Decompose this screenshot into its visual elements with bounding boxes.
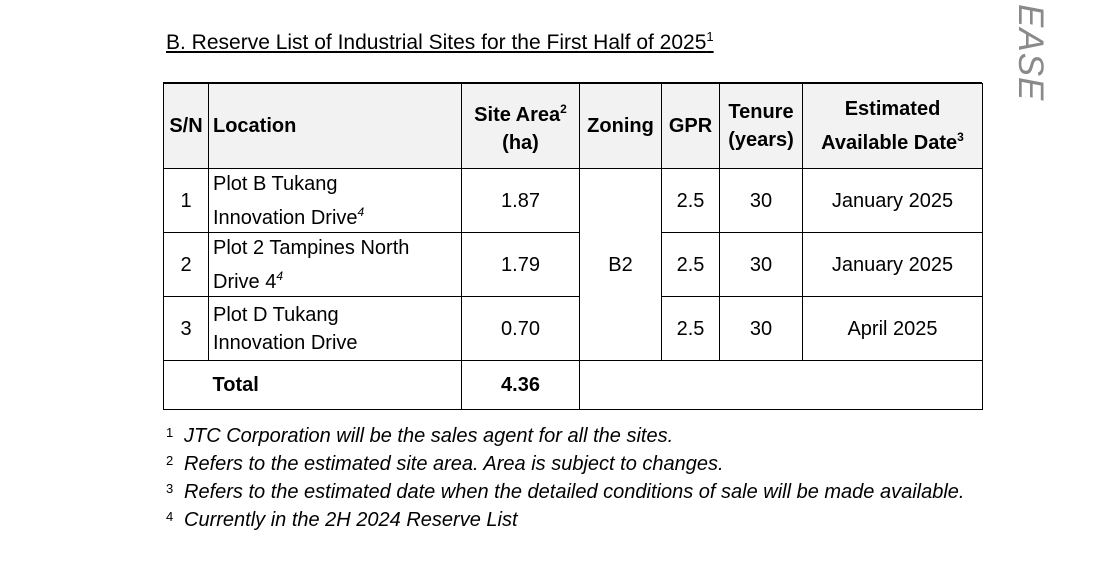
cell-tenure: 30 xyxy=(719,296,803,361)
total-row: Total 4.36 xyxy=(163,360,983,410)
total-sn-cell xyxy=(163,360,209,410)
cell-tenure: 30 xyxy=(719,168,803,233)
total-empty-cell xyxy=(579,360,983,410)
cell-sn: 2 xyxy=(163,232,209,297)
header-zoning: Zoning xyxy=(579,83,662,169)
table-top-rule xyxy=(163,82,982,83)
cell-site-area: 0.70 xyxy=(461,296,580,361)
footnote-mark: 3 xyxy=(166,481,174,496)
header-available-date: Estimated Available Date3 xyxy=(802,83,983,169)
cell-site-area: 1.87 xyxy=(461,168,580,233)
cell-available-date: January 2025 xyxy=(802,232,983,297)
footnote: 3 Refers to the estimated date when the d… xyxy=(166,478,966,506)
title-footnote-ref: 1 xyxy=(706,29,714,44)
header-sn: S/N xyxy=(163,83,209,169)
total-site-area: 4.36 xyxy=(461,360,580,410)
cell-available-date: January 2025 xyxy=(802,168,983,233)
header-site-area: Site Area2 (ha) xyxy=(461,83,580,169)
cell-site-area: 1.79 xyxy=(461,232,580,297)
footnote-text: Refers to the estimated date when the de… xyxy=(184,481,965,503)
footnote-text: JTC Corporation will be the sales agent … xyxy=(184,425,674,447)
section-title: B. Reserve List of Industrial Sites for … xyxy=(166,29,714,55)
cell-gpr: 2.5 xyxy=(661,232,720,297)
footnote: 1 JTC Corporation will be the sales agent… xyxy=(166,422,966,450)
table-header-row: S/N Location Site Area2 (ha) Zoning GPR T… xyxy=(163,83,983,169)
cell-sn: 3 xyxy=(163,296,209,361)
footnote-mark: 2 xyxy=(166,453,174,468)
total-label: Total xyxy=(208,360,462,410)
cell-gpr: 2.5 xyxy=(661,296,720,361)
footnote-text: Currently in the 2H 2024 Reserve List xyxy=(184,509,518,531)
footnote: 4 Currently in the 2H 2024 Reserve List xyxy=(166,506,966,534)
table-row: 3 Plot D Tukang Innovation Drive 0.70 2.5… xyxy=(163,296,983,361)
header-location: Location xyxy=(208,83,462,169)
header-gpr: GPR xyxy=(661,83,720,169)
cell-zoning: B2 xyxy=(579,168,662,361)
footnote: 2 Refers to the estimated site area. Area… xyxy=(166,450,966,478)
header-tenure: Tenure (years) xyxy=(719,83,803,169)
footnote-mark: 1 xyxy=(166,425,174,440)
cell-gpr: 2.5 xyxy=(661,168,720,233)
section-title-text: B. Reserve List of Industrial Sites for … xyxy=(166,31,707,54)
cell-tenure: 30 xyxy=(719,232,803,297)
cell-available-date: April 2025 xyxy=(802,296,983,361)
table-row: 1 Plot B Tukang Innovation Drive4 1.87 B2… xyxy=(163,168,983,361)
reserve-list-table: S/N Location Site Area2 (ha) Zoning GPR T… xyxy=(163,83,983,410)
footnote-text: Refers to the estimated site area. Area … xyxy=(184,453,724,475)
cell-sn: 1 xyxy=(163,168,209,233)
table-row: 2 Plot 2 Tampines North Drive 44 1.79 2.5… xyxy=(163,232,983,297)
watermark: EASE xyxy=(1011,4,1050,102)
cell-location: Plot B Tukang Innovation Drive4 xyxy=(208,168,462,233)
cell-location: Plot D Tukang Innovation Drive xyxy=(208,296,462,361)
footnotes: 1 JTC Corporation will be the sales agent… xyxy=(166,422,966,534)
cell-location: Plot 2 Tampines North Drive 44 xyxy=(208,232,462,297)
footnote-mark: 4 xyxy=(166,509,174,524)
